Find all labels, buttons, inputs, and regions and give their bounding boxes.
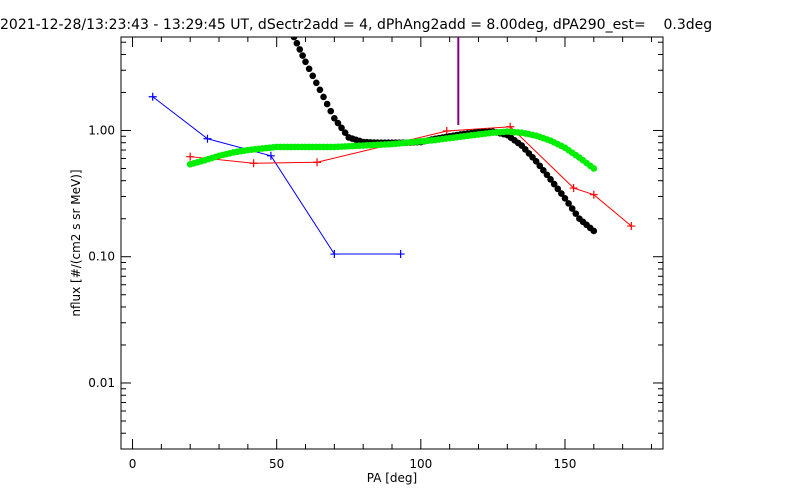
data-point [186,152,195,161]
data-point [532,157,540,165]
data-point [396,250,405,259]
data-point [302,58,309,66]
data-point [331,114,338,122]
series-3 [186,128,598,172]
data-point [334,119,342,127]
data-point [565,200,572,207]
data-point [558,190,565,197]
series-2 [290,37,598,235]
x-tick-label: 150 [554,457,577,471]
data-point [293,39,301,47]
data-point [266,151,275,160]
data-point [148,92,157,101]
data-point [590,165,598,172]
y-tick-label: 1.00 [88,123,115,137]
data-point [327,107,335,115]
data-point [569,184,578,193]
plot-frame [120,36,664,450]
data-point [547,176,554,183]
data-point [313,158,322,167]
data-point [320,93,327,101]
data-point [249,159,258,168]
data-point [316,86,324,94]
axis-tick-labels: 0 50 100 150 0.01 0.10 1.00 [88,123,576,471]
series-0 [148,92,405,259]
data-point [299,52,306,59]
x-tick-label: 100 [409,457,432,471]
data-point [561,195,569,202]
y-tick-label: 0.10 [88,250,115,264]
data-point [203,134,212,143]
data-point [550,180,558,188]
data-point [341,129,349,136]
x-tick-label: 0 [129,457,137,471]
data-point [589,190,598,199]
data-point [590,227,598,235]
y-tick-label: 0.01 [88,376,115,390]
series-1 [186,122,636,231]
data-point [627,222,636,231]
data-point [305,65,313,73]
data-point [540,167,547,174]
data-point [554,185,562,193]
series-line [152,96,401,255]
y-axis-label: nflux [#/(cm2 s sr MeV)] [69,169,83,316]
x-tick-label: 50 [269,457,284,471]
x-axis-label: PA [deg] [367,471,417,485]
data-point [290,37,298,41]
data-point [313,79,320,87]
chart-title: 2021-12-28/13:23:43 - 13:29:45 UT, dSect… [0,17,713,33]
data-point [572,210,580,217]
data-series [148,37,636,259]
axis-ticks [121,37,663,450]
data-point [338,124,345,132]
data-point [309,72,317,80]
data-point [568,205,576,212]
data-point [536,162,544,170]
data-point [323,100,331,108]
data-point [543,171,551,179]
data-point [296,46,304,53]
data-point [330,250,339,259]
